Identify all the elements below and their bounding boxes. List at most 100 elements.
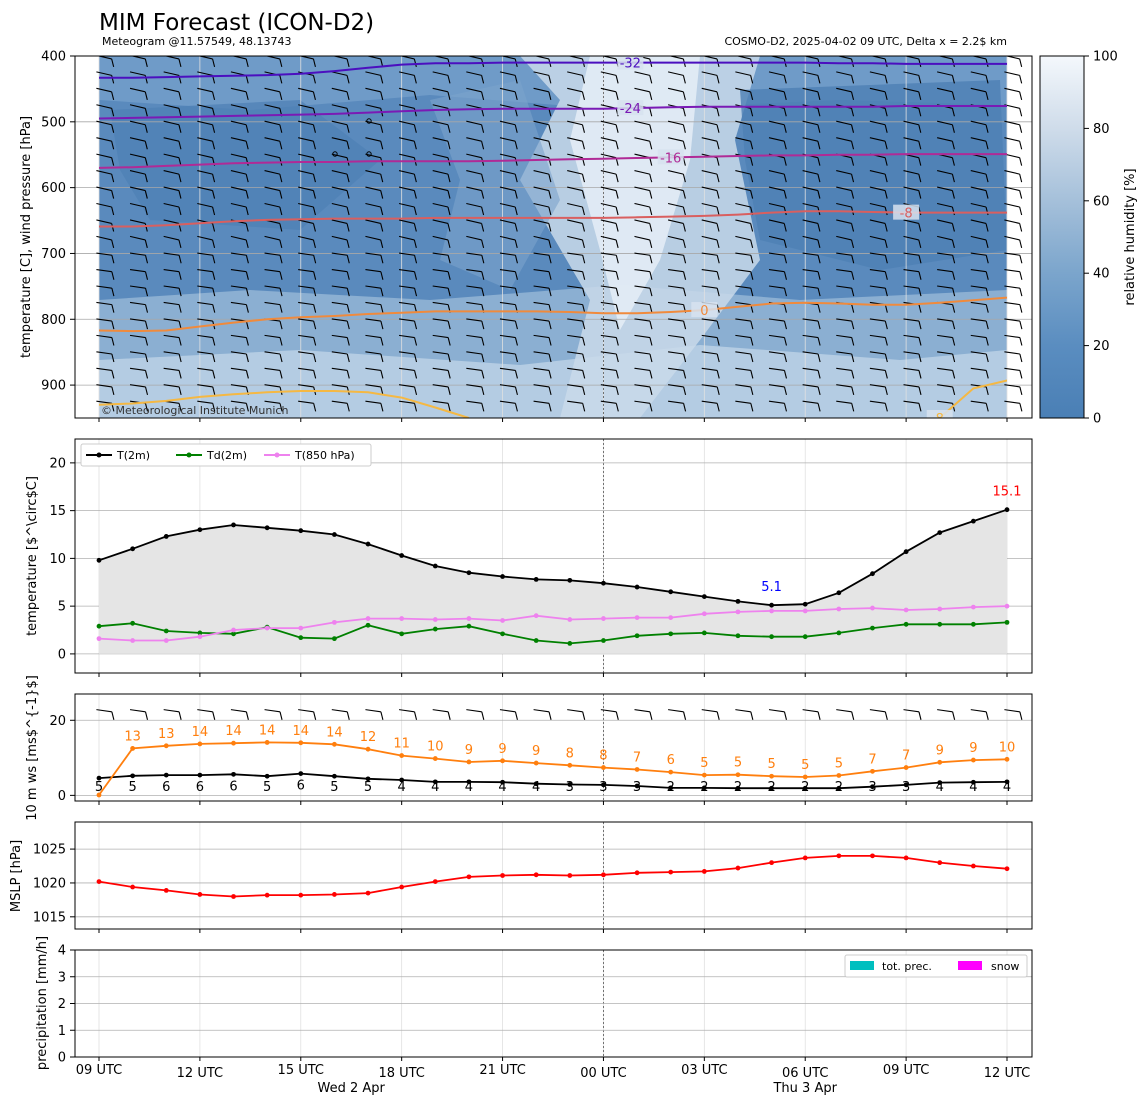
ua-barb-27-600 xyxy=(1004,186,1023,199)
sfc-barb-0 xyxy=(96,709,115,720)
ua-barb-1-525-flag xyxy=(144,141,148,150)
ua-barb-5-750-shaft xyxy=(264,285,281,289)
ua-barb-8-425-shaft xyxy=(365,71,381,76)
p-point-0-17 xyxy=(668,869,674,875)
ua-barb-21-800-flag xyxy=(817,320,821,330)
ua-barb-18-725-flag xyxy=(716,271,720,280)
ua-barb-24-875-shaft xyxy=(903,367,920,371)
ua-barb-24-575 xyxy=(903,170,922,183)
ua-barb-19-675-flag xyxy=(750,239,754,249)
ua-barb-16-675-shaft xyxy=(634,235,650,241)
ua-barb-2-675-shaft xyxy=(163,235,180,241)
ua-barb-23-750-shaft xyxy=(869,285,886,289)
sfc-barb-3-shaft xyxy=(197,709,213,713)
ua-barb-8-900-flag xyxy=(380,386,384,396)
ua-barb-17-800 xyxy=(668,318,687,330)
ua-barb-16-825-shaft xyxy=(634,334,651,339)
ua-barb-5-700 xyxy=(264,252,283,264)
ua-barb-3-750 xyxy=(197,285,216,297)
t-point-0-16 xyxy=(634,584,640,590)
ua-barb-11-425-flag xyxy=(481,75,485,84)
ua-barb-9-425-flag xyxy=(413,75,417,84)
ua-barb-10-725 xyxy=(432,268,451,280)
ua-barb-19-925-flag xyxy=(750,403,754,412)
ua-barb-15-700 xyxy=(600,252,619,264)
ua-barb-7-725 xyxy=(331,268,350,280)
ua-barb-3-825 xyxy=(197,334,216,346)
ua-barb-24-575-flag xyxy=(918,173,922,183)
ua-barb-16-825-flag xyxy=(649,337,653,346)
w-point-1-24 xyxy=(903,765,909,770)
ua-barb-0-725 xyxy=(96,268,115,280)
ua-barb-0-500-flag xyxy=(111,124,115,133)
ua-barb-0-550-flag xyxy=(111,157,115,166)
ua-barb-25-525-shaft xyxy=(937,137,953,142)
sfc-barb-20-shaft xyxy=(768,709,785,713)
ua-barb-22-575 xyxy=(836,170,855,183)
ua-barb-19-800-flag xyxy=(750,320,754,330)
ua-barb-9-625-shaft xyxy=(398,202,415,208)
ua-barb-13-850-flag xyxy=(548,353,552,363)
ytick-label-p-1: 1020 xyxy=(33,876,66,891)
ua-barb-4-850-shaft xyxy=(230,351,247,355)
ua-barb-17-500-flag xyxy=(682,124,686,133)
ua-barb-13-400-shaft xyxy=(533,56,549,60)
ua-barb-7-400-shaft xyxy=(331,56,348,60)
ua-barb-13-750-shaft xyxy=(533,285,550,289)
ua-barb-8-875 xyxy=(365,367,384,379)
ua-barb-6-600-shaft xyxy=(298,186,314,192)
ua-barb-16-725-flag xyxy=(649,271,653,280)
t-point-0-17 xyxy=(668,589,674,595)
w-gust-label-25: 9 xyxy=(936,743,944,758)
ua-barb-14-875-shaft xyxy=(567,367,583,371)
ua-barb-26-525-flag xyxy=(985,141,989,150)
ua-barb-2-575 xyxy=(163,170,182,183)
ua-barb-20-775-flag xyxy=(783,304,787,313)
ua-barb-8-750-flag xyxy=(380,288,384,297)
ua-barb-2-475 xyxy=(163,104,182,117)
ua-barb-22-800-flag xyxy=(851,320,855,330)
ua-barb-10-625 xyxy=(432,202,451,216)
ua-barb-20-875-flag xyxy=(783,370,787,379)
ua-barb-3-450 xyxy=(197,87,216,100)
ua-barb-16-750 xyxy=(634,285,653,297)
ua-barb-19-450-shaft xyxy=(735,87,751,93)
ua-barb-20-925 xyxy=(768,400,787,412)
ua-barb-24-450-shaft xyxy=(903,87,919,93)
ua-barb-0-450-shaft xyxy=(96,87,112,93)
ua-barb-5-725 xyxy=(264,268,283,280)
ua-barb-19-925-shaft xyxy=(735,400,751,404)
ua-barb-15-700-shaft xyxy=(600,252,617,256)
ua-barb-15-675-shaft xyxy=(600,235,617,241)
ua-barb-18-500 xyxy=(701,120,720,133)
ua-barb-7-575-flag xyxy=(346,173,350,183)
ua-barb-1-775-flag xyxy=(144,304,149,313)
ua-barb-11-700-flag xyxy=(481,255,485,264)
ua-barb-26-575-shaft xyxy=(970,170,987,175)
ua-barb-27-925-shaft xyxy=(1004,400,1020,404)
ua-barb-14-425-flag xyxy=(581,75,586,84)
sfc-barb-15-shaft xyxy=(600,709,617,713)
ua-barb-22-550-flag xyxy=(850,157,855,166)
ua-barb-15-600-flag xyxy=(615,190,619,199)
ua-barb-7-825-shaft xyxy=(331,334,348,339)
ua-barb-1-475-flag xyxy=(144,108,148,117)
ua-barb-19-525 xyxy=(735,137,754,150)
t-point-2-13 xyxy=(533,613,539,619)
ua-barb-27-900-flag xyxy=(1019,386,1023,396)
sfc-barb-9-shaft xyxy=(398,709,415,713)
colorbar-label: relative humidity [%] xyxy=(1123,168,1138,305)
ua-barb-15-850-shaft xyxy=(600,351,617,355)
ua-barb-2-875-shaft xyxy=(163,367,180,371)
ua-barb-22-425-flag xyxy=(850,75,855,84)
ua-barb-27-750-flag xyxy=(1019,288,1023,297)
ua-barb-11-650-shaft xyxy=(466,219,482,225)
ua-barb-3-450-shaft xyxy=(197,87,213,93)
ua-barb-11-775-shaft xyxy=(466,301,482,306)
ua-barb-18-575 xyxy=(701,170,720,183)
t-point-2-3 xyxy=(197,634,203,640)
ua-barb-19-450 xyxy=(735,87,754,100)
ua-barb-27-825-shaft xyxy=(1004,334,1020,339)
w-point-1-27 xyxy=(1004,756,1010,762)
